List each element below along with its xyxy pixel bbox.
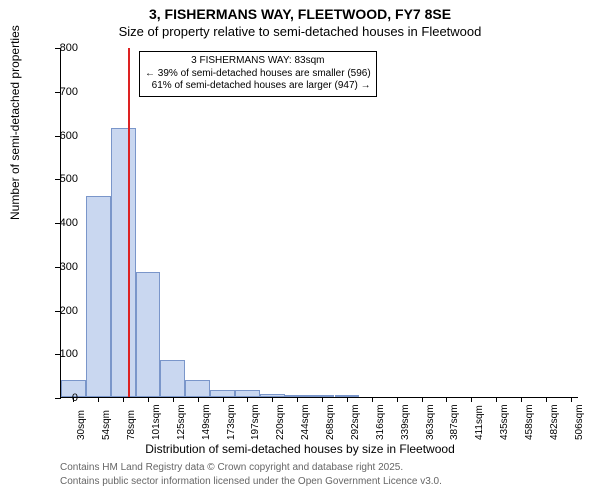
x-tick (173, 397, 174, 402)
x-tick-label: 30sqm (76, 410, 87, 440)
x-tick (223, 397, 224, 402)
y-tick-label: 200 (60, 305, 78, 317)
y-tick (55, 398, 61, 399)
histogram-bar (185, 380, 210, 398)
x-tick (297, 397, 298, 402)
x-tick (322, 397, 323, 402)
x-tick-label: 149sqm (201, 404, 212, 440)
y-tick-label: 100 (60, 348, 78, 360)
x-tick-label: 363sqm (425, 404, 436, 440)
footer-line1: Contains HM Land Registry data © Crown c… (60, 462, 403, 473)
x-tick (546, 397, 547, 402)
x-tick (496, 397, 497, 402)
x-tick-label: 458sqm (524, 404, 535, 440)
x-tick-label: 54sqm (101, 410, 112, 440)
x-tick-label: 101sqm (151, 404, 162, 440)
footer-line2: Contains public sector information licen… (60, 476, 442, 487)
x-tick-label: 435sqm (499, 404, 510, 440)
x-tick-label: 482sqm (549, 404, 560, 440)
x-tick-label: 244sqm (300, 404, 311, 440)
x-axis-label: Distribution of semi-detached houses by … (0, 442, 600, 456)
plot-area: 3 FISHERMANS WAY: 83sqm ← 39% of semi-de… (60, 48, 578, 398)
chart-title-line1: 3, FISHERMANS WAY, FLEETWOOD, FY7 8SE (0, 6, 600, 22)
annotation-line1: 3 FISHERMANS WAY: 83sqm (145, 55, 371, 68)
y-tick-label: 300 (60, 261, 78, 273)
x-tick-label: 387sqm (449, 404, 460, 440)
annotation-line3: 61% of semi-detached houses are larger (… (145, 80, 371, 93)
annotation-line2: ← 39% of semi-detached houses are smalle… (145, 68, 371, 81)
x-tick-label: 197sqm (250, 404, 261, 440)
reference-line (128, 48, 130, 397)
x-tick (521, 397, 522, 402)
x-tick (347, 397, 348, 402)
histogram-bar (111, 128, 136, 397)
x-tick (198, 397, 199, 402)
y-tick-label: 600 (60, 130, 78, 142)
x-tick-label: 78sqm (126, 410, 137, 440)
annotation-box: 3 FISHERMANS WAY: 83sqm ← 39% of semi-de… (139, 51, 377, 97)
x-tick-label: 173sqm (226, 404, 237, 440)
x-tick (247, 397, 248, 402)
x-tick-label: 125sqm (176, 404, 187, 440)
x-tick-label: 316sqm (375, 404, 386, 440)
x-tick (446, 397, 447, 402)
x-tick-label: 292sqm (350, 404, 361, 440)
x-tick (98, 397, 99, 402)
y-tick-label: 700 (60, 86, 78, 98)
x-tick (372, 397, 373, 402)
x-tick (397, 397, 398, 402)
chart-title-line2: Size of property relative to semi-detach… (0, 24, 600, 39)
chart-container: 3, FISHERMANS WAY, FLEETWOOD, FY7 8SE Si… (0, 0, 600, 500)
x-tick (571, 397, 572, 402)
x-tick-label: 506sqm (574, 404, 585, 440)
histogram-bar (136, 272, 161, 397)
x-tick-label: 411sqm (474, 405, 485, 440)
y-tick-label: 500 (60, 173, 78, 185)
x-tick-label: 268sqm (325, 404, 336, 440)
x-tick-label: 339sqm (400, 404, 411, 440)
x-tick (471, 397, 472, 402)
x-tick (148, 397, 149, 402)
y-tick-label: 800 (60, 42, 78, 54)
histogram-bar (86, 196, 111, 397)
x-tick (123, 397, 124, 402)
x-tick (422, 397, 423, 402)
x-tick-label: 220sqm (275, 404, 286, 440)
x-tick (272, 397, 273, 402)
y-axis-label: Number of semi-detached properties (8, 25, 22, 220)
y-tick-label: 400 (60, 217, 78, 229)
histogram-bar (160, 360, 185, 397)
y-tick-label: 0 (72, 392, 78, 404)
